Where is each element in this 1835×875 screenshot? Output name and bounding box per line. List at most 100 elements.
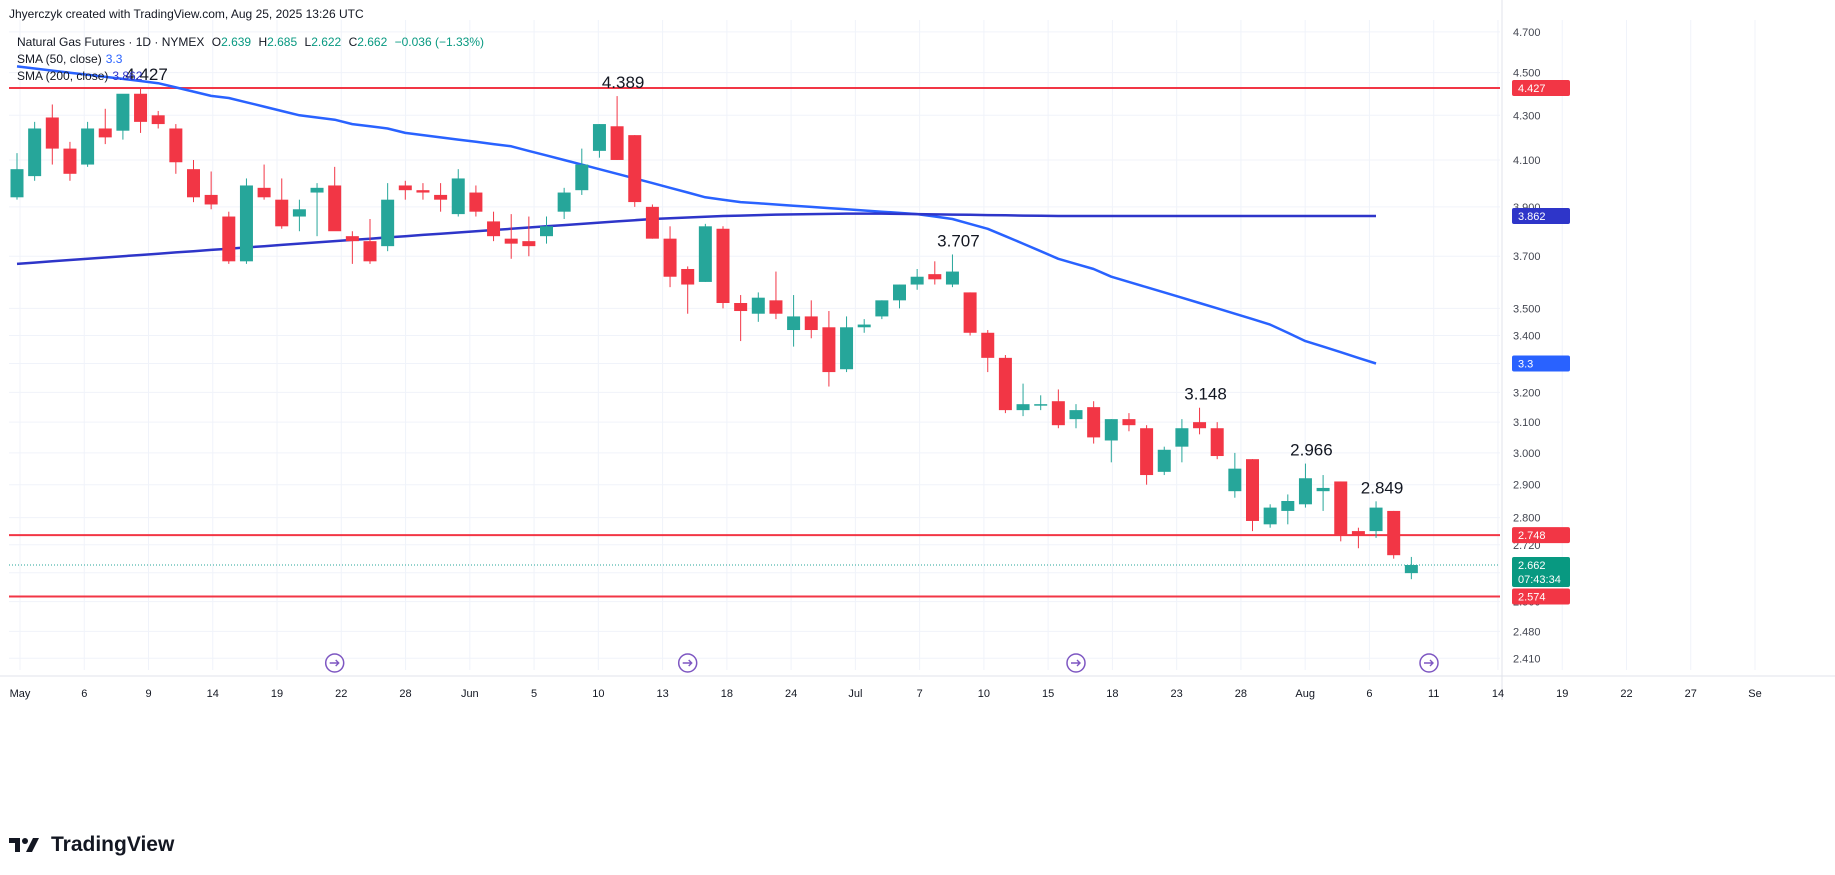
x-axis-tick-label: Aug [1295, 688, 1315, 700]
level-price-tag: 4.427 [1512, 80, 1570, 97]
y-axis-tick-label: 3.700 [1513, 251, 1541, 263]
candle [1369, 501, 1383, 538]
event-marker-icon[interactable] [1066, 653, 1086, 673]
candle-body [1193, 422, 1207, 429]
candle [239, 178, 253, 264]
sma200-legend-row[interactable]: SMA (200, close) 3.862 [17, 68, 488, 85]
price-annotation: 4.389 [602, 73, 645, 92]
candle-body [1351, 531, 1365, 535]
candle-body [840, 327, 854, 370]
level-price-tag-bg [1512, 588, 1570, 605]
sma50-legend-row[interactable]: SMA (50, close) 3.3 [17, 51, 488, 68]
sma50-price-tag-bg [1512, 355, 1570, 372]
level-price-tag-text: 2.748 [1518, 530, 1546, 542]
candle [857, 319, 871, 333]
price-annotation: 3.707 [937, 231, 980, 250]
candle-body [451, 178, 465, 215]
candle [592, 124, 606, 158]
x-axis-tick-label: 10 [978, 688, 990, 700]
event-marker-icon[interactable] [1419, 653, 1439, 673]
event-marker-arrow [1424, 659, 1434, 667]
candle-body [1387, 510, 1401, 556]
candles [10, 88, 1418, 580]
low-label: L [304, 35, 312, 49]
tradingview-logo[interactable]: TradingView [9, 833, 174, 857]
candle-body [645, 206, 659, 239]
symbol-title[interactable]: Natural Gas Futures · 1D · NYMEX [17, 35, 205, 49]
y-axis-tick-label: 2.800 [1513, 513, 1541, 525]
y-axis-tick-label: 3.000 [1513, 448, 1541, 460]
candle [787, 295, 801, 347]
sma50-value: 3.3 [105, 52, 123, 66]
candle [28, 121, 42, 181]
candle-body [63, 148, 77, 174]
event-marker-arrow [1071, 659, 1081, 667]
candle [557, 187, 571, 219]
candle [893, 284, 906, 309]
candle [363, 218, 377, 264]
low-value: 2.622 [311, 35, 342, 49]
last-price-tag-bg [1512, 556, 1570, 587]
candle [716, 226, 730, 309]
candle [1281, 494, 1295, 525]
candle-body [1246, 459, 1259, 521]
event-marker-arrow [329, 659, 340, 667]
last-price-tag-countdown: 07:43:34 [1518, 574, 1561, 586]
candle [169, 124, 183, 174]
candle [751, 292, 765, 322]
x-axis-tick-label: Jun [461, 688, 479, 700]
candle-body [875, 300, 889, 317]
candle-body [751, 297, 765, 314]
candle [1122, 413, 1136, 432]
ohlc-legend-row: Natural Gas Futures · 1D · NYMEX O2.639 … [17, 34, 488, 51]
sma200-price-tag: 3.862 [1512, 208, 1570, 225]
x-axis-tick-label: 18 [721, 688, 733, 700]
candle-body [10, 169, 24, 198]
x-axis-tick-label: May [10, 688, 31, 700]
candle-body [363, 241, 377, 262]
candle-body [822, 327, 836, 373]
candle-body [328, 185, 342, 232]
candle [645, 204, 659, 239]
candle [963, 292, 977, 336]
candle [540, 216, 553, 244]
x-axis-tick-label: 27 [1685, 688, 1697, 700]
x-axis-tick-label: 23 [1171, 688, 1183, 700]
level-price-tag-bg [1512, 80, 1570, 97]
candle-body [98, 128, 112, 138]
candle [575, 148, 589, 195]
candle-body [857, 324, 871, 328]
candle-body [381, 199, 395, 247]
candle-body [1157, 449, 1171, 472]
candle-body [169, 128, 183, 163]
event-marker-icon[interactable] [324, 653, 345, 673]
candle [416, 183, 430, 200]
level-price-tag: 2.748 [1512, 527, 1570, 544]
candle [1263, 504, 1277, 528]
candle [187, 159, 200, 203]
x-axis-tick-label: 19 [271, 688, 283, 700]
high-label: H [258, 35, 268, 49]
candle [434, 183, 448, 212]
high-value: 2.685 [267, 35, 298, 49]
candle-body [910, 276, 924, 285]
y-axis-tick-label: 3.400 [1513, 331, 1541, 343]
candle-body [981, 332, 995, 358]
candle-body [716, 228, 730, 304]
candle-body [1298, 478, 1312, 505]
tradingview-brand: TradingView [51, 833, 175, 856]
candle-body [575, 164, 589, 191]
close-value: 2.662 [357, 35, 388, 49]
y-axis-tick-label: 2.410 [1513, 653, 1541, 665]
candle-body [1263, 507, 1277, 525]
event-marker-icon[interactable] [677, 653, 698, 673]
chart-grid [9, 20, 1756, 670]
candle-body [734, 303, 748, 312]
price-annotation: 3.148 [1184, 385, 1227, 404]
candle-body [222, 216, 236, 262]
candle [910, 268, 924, 290]
candle-body [628, 135, 642, 203]
candle-body [1104, 419, 1118, 441]
candle-body [522, 241, 536, 247]
